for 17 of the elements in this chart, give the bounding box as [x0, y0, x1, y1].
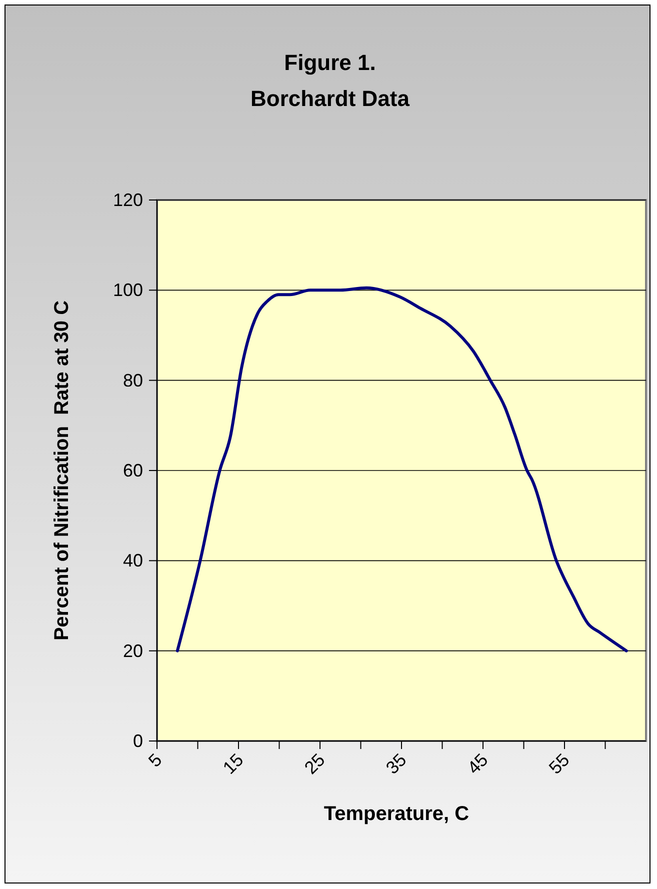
x-tick-label: 45 — [464, 750, 492, 778]
y-axis-title: Percent of Nitrification Rate at 30 C — [51, 300, 73, 641]
x-tick-label: 5 — [144, 750, 166, 771]
y-tick-label: 80 — [122, 370, 143, 390]
y-tick-label: 20 — [122, 640, 143, 661]
y-tick-label: 100 — [112, 280, 143, 300]
x-tick-label: 35 — [382, 750, 410, 778]
chart-title: Figure 1. Borchardt Data — [250, 50, 410, 111]
y-tick-label: 120 — [112, 190, 143, 210]
x-tick-label: 15 — [219, 750, 248, 778]
x-axis-title: Temperature, C — [324, 803, 470, 825]
line-series — [176, 286, 628, 652]
x-tick-label: 55 — [545, 750, 574, 778]
y-tick-label: 40 — [122, 550, 143, 571]
x-tick-label: 25 — [300, 750, 329, 778]
y-tick-label: 60 — [122, 460, 143, 480]
y-tick-label: 0 — [132, 731, 143, 751]
